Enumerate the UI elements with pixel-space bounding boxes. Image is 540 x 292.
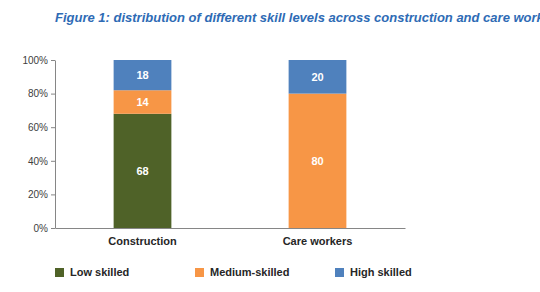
legend-marker bbox=[55, 268, 64, 277]
tick-label: 60% bbox=[28, 122, 48, 133]
data-label: 14 bbox=[136, 96, 149, 108]
legend-item: High skilled bbox=[335, 266, 412, 278]
tick-label: Care workers bbox=[283, 235, 353, 247]
axis-line bbox=[56, 228, 406, 229]
title: Figure 1: distribution of different skil… bbox=[55, 10, 540, 25]
tick: 80% bbox=[28, 88, 55, 99]
tick: Construction bbox=[108, 228, 177, 247]
tick: 60% bbox=[28, 122, 55, 133]
tick-label: Construction bbox=[108, 235, 177, 247]
legend-label: High skilled bbox=[350, 266, 412, 278]
tick-mark bbox=[51, 127, 55, 128]
tick-mark bbox=[51, 228, 55, 229]
bars bbox=[114, 60, 347, 228]
tick: Care workers bbox=[283, 228, 353, 247]
tick-label: 100% bbox=[22, 55, 48, 66]
bar-segment bbox=[114, 90, 172, 114]
legend-item: Low skilled bbox=[55, 266, 129, 278]
tick-label: 80% bbox=[28, 88, 48, 99]
data-labels: 68 14 80 18 20 bbox=[136, 69, 323, 177]
tick-mark bbox=[51, 194, 55, 195]
legend-marker bbox=[335, 268, 344, 277]
data-label: 80 bbox=[311, 155, 323, 167]
legend-label: Low skilled bbox=[70, 266, 129, 278]
legend-item: Medium-skilled bbox=[195, 266, 289, 278]
tick: 40% bbox=[28, 156, 55, 167]
data-label: 68 bbox=[136, 165, 148, 177]
bar-segment bbox=[289, 94, 347, 228]
axis-line bbox=[55, 61, 56, 229]
tick-mark bbox=[51, 94, 55, 95]
legend-label: Medium-skilled bbox=[210, 266, 289, 278]
tick-mark bbox=[51, 60, 55, 61]
tick: 100% bbox=[22, 55, 55, 66]
tick-mark bbox=[51, 161, 55, 162]
x-axis: Construction Care workers bbox=[56, 228, 406, 247]
tick: 20% bbox=[28, 189, 55, 200]
bar-segment bbox=[289, 60, 347, 94]
legend: Low skilled Medium-skilled High skilled bbox=[55, 266, 412, 278]
bar-segment bbox=[114, 114, 172, 228]
data-label: 18 bbox=[136, 69, 148, 81]
tick-label: 40% bbox=[28, 156, 48, 167]
legend-marker bbox=[195, 268, 204, 277]
bar-segment bbox=[114, 60, 172, 90]
data-label: 20 bbox=[311, 71, 323, 83]
tick: 0% bbox=[34, 223, 55, 234]
tick-label: 0% bbox=[34, 223, 49, 234]
chart: Figure 1: distribution of different skil… bbox=[0, 0, 540, 292]
tick-label: 20% bbox=[28, 189, 48, 200]
y-axis: 0% 20% 40% 60% 80% 100% bbox=[22, 55, 55, 234]
